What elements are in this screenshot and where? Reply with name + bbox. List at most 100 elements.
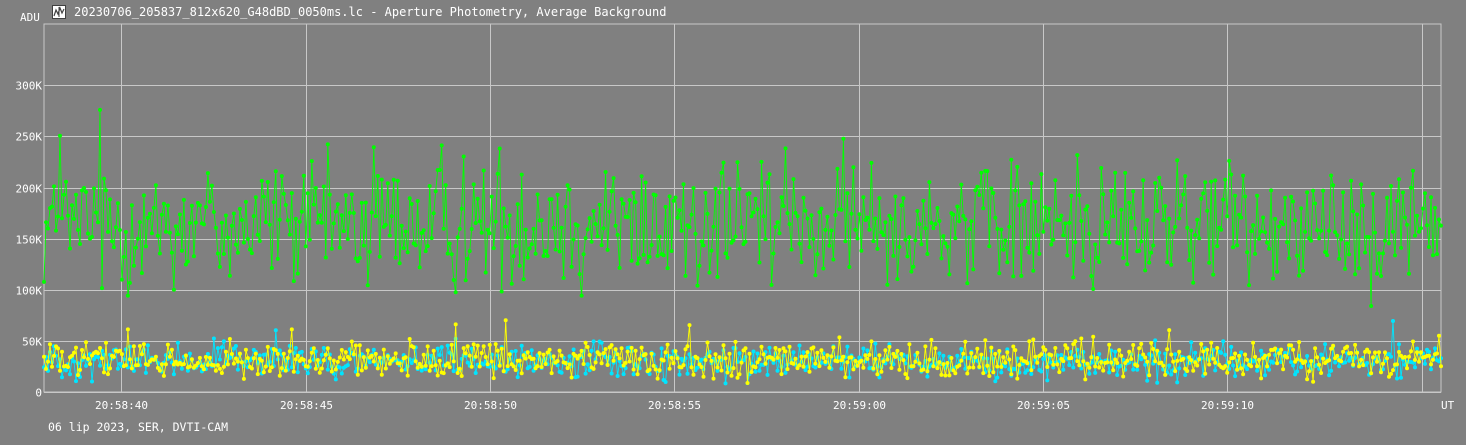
data-point [341, 229, 346, 234]
data-point [131, 263, 136, 268]
data-point [1291, 347, 1296, 352]
data-point [693, 231, 698, 236]
data-point [449, 342, 454, 347]
data-point [569, 264, 574, 269]
data-point [1435, 252, 1439, 257]
data-point [997, 349, 1002, 353]
data-point [1413, 233, 1417, 238]
data-point [1195, 217, 1200, 222]
data-point [1085, 204, 1090, 209]
data-point [1005, 347, 1010, 352]
data-point [1271, 360, 1276, 365]
data-point [821, 355, 826, 360]
data-point [1359, 357, 1364, 362]
data-point [1245, 367, 1250, 372]
data-point [161, 373, 166, 378]
data-point [1139, 239, 1144, 244]
data-point [519, 172, 524, 177]
data-point [615, 374, 620, 378]
data-point [473, 221, 478, 225]
data-point [765, 180, 770, 185]
data-point [803, 354, 808, 359]
data-point [717, 190, 722, 195]
data-point [211, 336, 216, 341]
data-point [1427, 349, 1431, 354]
data-point [311, 202, 316, 207]
data-point [661, 253, 666, 258]
data-point [943, 373, 948, 378]
data-point [953, 371, 958, 376]
data-point [429, 364, 434, 369]
data-point [241, 376, 246, 381]
data-point [1353, 342, 1358, 347]
data-point [905, 376, 910, 381]
data-point [617, 356, 622, 361]
data-point [747, 351, 752, 356]
data-point [335, 359, 340, 364]
data-point [441, 371, 446, 376]
data-point [497, 146, 502, 151]
data-point [319, 366, 324, 371]
data-point [599, 361, 604, 366]
data-point [625, 215, 630, 219]
data-point [293, 346, 298, 350]
data-point [555, 192, 560, 197]
data-point [867, 227, 872, 232]
data-point [215, 251, 220, 256]
data-point [102, 176, 106, 181]
data-point [1301, 268, 1306, 273]
data-point [587, 368, 592, 373]
data-point [1087, 371, 1092, 376]
data-point [809, 213, 814, 218]
lightcurve-app-icon[interactable] [52, 5, 66, 19]
data-point [711, 224, 716, 229]
data-point [451, 369, 456, 374]
data-point [565, 366, 570, 371]
data-point [1155, 209, 1160, 213]
data-point [369, 353, 374, 358]
data-point [977, 193, 982, 197]
data-point [347, 357, 352, 362]
data-point [1289, 194, 1294, 199]
data-point [235, 250, 240, 255]
data-point [1121, 357, 1126, 362]
data-point [1067, 220, 1072, 225]
data-point [631, 367, 636, 372]
data-point [1013, 348, 1018, 353]
data-point [1309, 238, 1314, 243]
data-point [1417, 359, 1421, 364]
data-point [1147, 260, 1152, 265]
data-point [1011, 344, 1016, 349]
data-point [139, 352, 144, 357]
data-point [1167, 216, 1172, 221]
data-point [343, 193, 348, 198]
data-point [495, 171, 500, 176]
data-point [1045, 378, 1050, 383]
data-point [619, 197, 624, 202]
data-point [337, 365, 342, 370]
data-point [771, 357, 776, 362]
data-point [251, 214, 256, 219]
data-point [1259, 376, 1264, 381]
data-point [1095, 255, 1100, 260]
data-point [255, 372, 260, 377]
data-point [367, 249, 372, 254]
data-point [823, 359, 828, 364]
data-point [1169, 352, 1174, 357]
data-point [599, 340, 604, 345]
data-point [1107, 370, 1112, 375]
data-point [169, 250, 174, 255]
data-point [989, 345, 994, 350]
data-point [359, 200, 364, 205]
data-point [1251, 340, 1256, 345]
data-point [387, 361, 392, 366]
data-point [431, 348, 436, 353]
data-point [1417, 229, 1421, 234]
data-point [1383, 350, 1387, 355]
x-tick-label: 20:59:10 [1201, 399, 1254, 412]
data-point [699, 365, 704, 369]
data-point [785, 367, 790, 372]
data-point [131, 344, 136, 349]
data-point [797, 241, 802, 246]
